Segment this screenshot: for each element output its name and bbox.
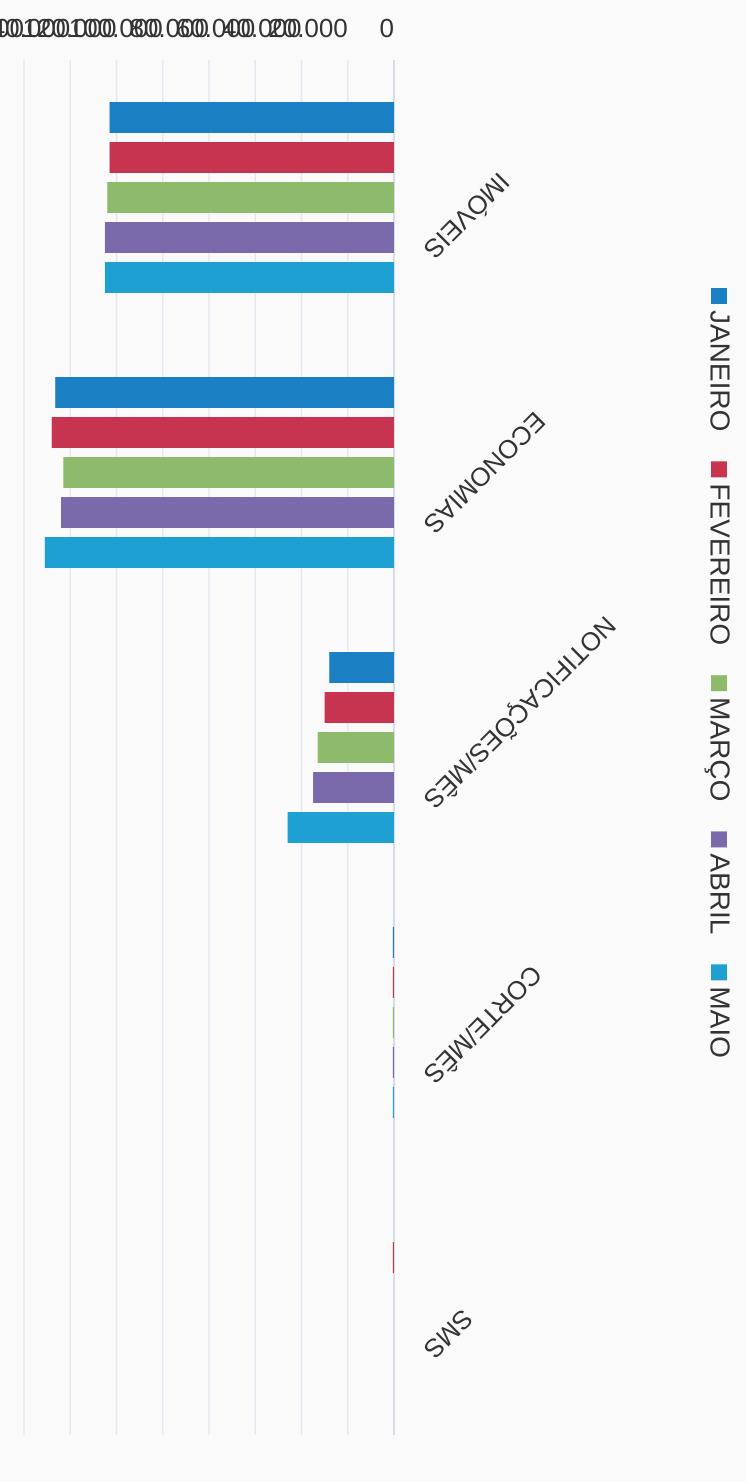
legend-label: JANEIRO	[705, 310, 736, 431]
category-labels: IMÓVEIS ECONOMIAS NOTIFICAÇÕES/MÊS CORTE/MÊ…	[418, 167, 622, 1365]
legend-swatch	[711, 964, 727, 981]
bar	[392, 1047, 394, 1078]
y-tick-label: 0	[380, 13, 394, 43]
y-tick-label: 140.000	[0, 13, 70, 43]
chart-rotated-group: IMÓVEIS ECONOMIAS NOTIFICAÇÕES/MÊS CORTE/MÊ…	[0, 13, 736, 1435]
bar	[109, 142, 394, 173]
bar	[329, 652, 394, 683]
legend-label: FEVEREIRO	[705, 483, 736, 645]
legend-swatch	[711, 831, 727, 848]
category-label: IMÓVEIS	[418, 167, 516, 265]
category-label: SMS	[418, 1303, 479, 1364]
bar	[392, 1007, 394, 1038]
y-tick-label: 120.000	[23, 13, 117, 43]
legend-swatch	[711, 461, 727, 478]
bar	[392, 1087, 394, 1118]
bar	[104, 262, 394, 293]
bar	[104, 222, 394, 253]
y-tick-label: 80.000	[129, 13, 209, 43]
legend-swatch	[711, 288, 727, 304]
bar	[313, 772, 394, 803]
category-label: ECONOMIAS	[418, 406, 552, 540]
bar	[61, 497, 394, 528]
bar	[392, 967, 394, 998]
bar	[287, 812, 394, 843]
bar	[109, 102, 394, 133]
y-tick-label: 20.000	[268, 13, 348, 43]
y-tick-labels: 0 20.00040.00060.00080.000100.000120.0001…	[0, 13, 394, 43]
y-tick-label: 160.000	[0, 13, 24, 43]
legend-swatch	[711, 675, 727, 692]
y-tick-label: 100.000	[69, 13, 163, 43]
bar	[63, 457, 394, 488]
bar	[392, 927, 394, 958]
legend-label: MAIO	[705, 986, 736, 1058]
y-tick-label: 40.000	[222, 13, 302, 43]
bar	[107, 182, 394, 213]
bar	[44, 537, 394, 568]
legend-label: ABRIL	[705, 853, 736, 934]
legend-label: MARÇO	[705, 697, 736, 801]
category-label: CORTE/MÊS	[418, 959, 548, 1089]
category-label: NOTIFICAÇÕES/MÊS	[418, 610, 622, 814]
bar	[392, 1242, 394, 1273]
bar	[55, 377, 394, 408]
legend: JANEIRO FEVEREIRO MARÇO ABRIL MAIO	[705, 288, 736, 1058]
y-tick-label: 60.000	[176, 13, 256, 43]
bars	[44, 102, 394, 1273]
bar	[324, 692, 394, 723]
bar	[51, 417, 394, 448]
bar	[317, 732, 394, 763]
